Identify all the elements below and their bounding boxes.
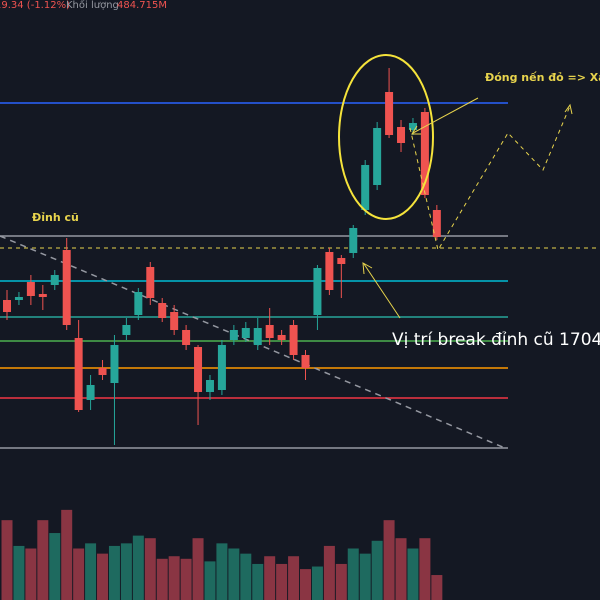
volume-bar [108,545,120,600]
volume-bar [168,556,180,600]
volume-bar [49,533,61,600]
candle-body [182,330,191,345]
volume-bar [335,563,347,600]
candle-body [14,297,23,300]
volume-bar [1,520,13,600]
candle-body [397,127,406,143]
annotation-arrow [363,263,401,319]
candles [3,68,441,445]
volume-bar [180,558,192,600]
volume-bar [383,520,395,600]
volume-bar [61,509,73,600]
projection-path [409,105,571,252]
candle-body [337,258,346,264]
candle-body [38,294,47,297]
volume-bar [192,538,204,600]
candle-body [229,330,238,340]
candle-body [62,250,71,325]
candle-body [205,380,214,392]
candle-body [325,252,334,290]
volume-bar [97,553,109,600]
highlight-ellipse [338,54,434,220]
volume-bar [156,558,168,600]
candle-body [217,345,226,390]
volume-bar [407,548,419,600]
candle-body [373,128,382,185]
volume-bar [419,538,431,600]
annotation: Vị trí break đỉnh cũ 1704 [392,330,600,350]
candle-body [98,368,107,375]
volume-bar [216,543,228,600]
volume-bar [144,538,156,600]
annotation-arrowhead [411,125,421,135]
candle-body [50,275,59,285]
price-change: 19.34 (-1.12%) [0,0,70,11]
volume-value: 484.715M [117,0,167,11]
candle-body [122,325,131,335]
volume-bar [132,535,144,600]
volume-bar [371,540,383,600]
volume-bars [1,509,443,600]
volume-name: Khối lượng [66,0,119,11]
candle-body [110,345,119,383]
volume-bar [252,563,264,600]
volume-bar [240,553,252,600]
candle-body [277,335,286,340]
candle-body [313,268,322,315]
annotation: Đỉnh cũ [32,211,79,224]
volume-bar [359,553,371,600]
candle-body [301,355,310,368]
annotation: Đóng nến đỏ => Xác [485,71,600,84]
volume-bar [120,543,132,600]
candle-body [3,300,11,312]
annotation-arrow [412,97,479,134]
volume-bar [264,556,276,600]
volume-bar [13,545,25,600]
candle-body [26,282,35,296]
volume-bar [228,548,240,600]
trendline [0,235,506,449]
candle-body [74,338,83,410]
candle-body [361,165,370,210]
candle-body [408,123,417,130]
candle-body [432,210,441,237]
volume-bar [323,545,335,600]
volume-bar [300,569,311,600]
volume-bar [204,561,216,600]
volume-bar [276,563,288,600]
volume-bar [395,538,407,600]
volume-bar [347,548,359,600]
volume-bar [311,566,323,600]
candle-body [385,92,394,135]
candle-body [194,347,203,392]
candle-body [170,312,179,330]
candle-body [241,328,250,338]
candle-body [146,267,155,298]
candle-body [420,112,429,195]
volume-bar [25,548,37,600]
volume-bar [37,520,49,600]
annotation-arrowhead [362,262,373,275]
volume-bar [85,543,97,600]
volume-bar [431,575,443,600]
candle-body [86,385,95,400]
candle-body [134,292,143,315]
projection-arrowhead [564,103,573,115]
candle-body [253,328,262,345]
volume-bar [73,548,85,600]
candle-body [349,228,358,253]
candle-body [158,303,167,318]
candle-body [289,325,298,355]
candle-body [265,325,274,338]
volume-bar [288,556,300,600]
